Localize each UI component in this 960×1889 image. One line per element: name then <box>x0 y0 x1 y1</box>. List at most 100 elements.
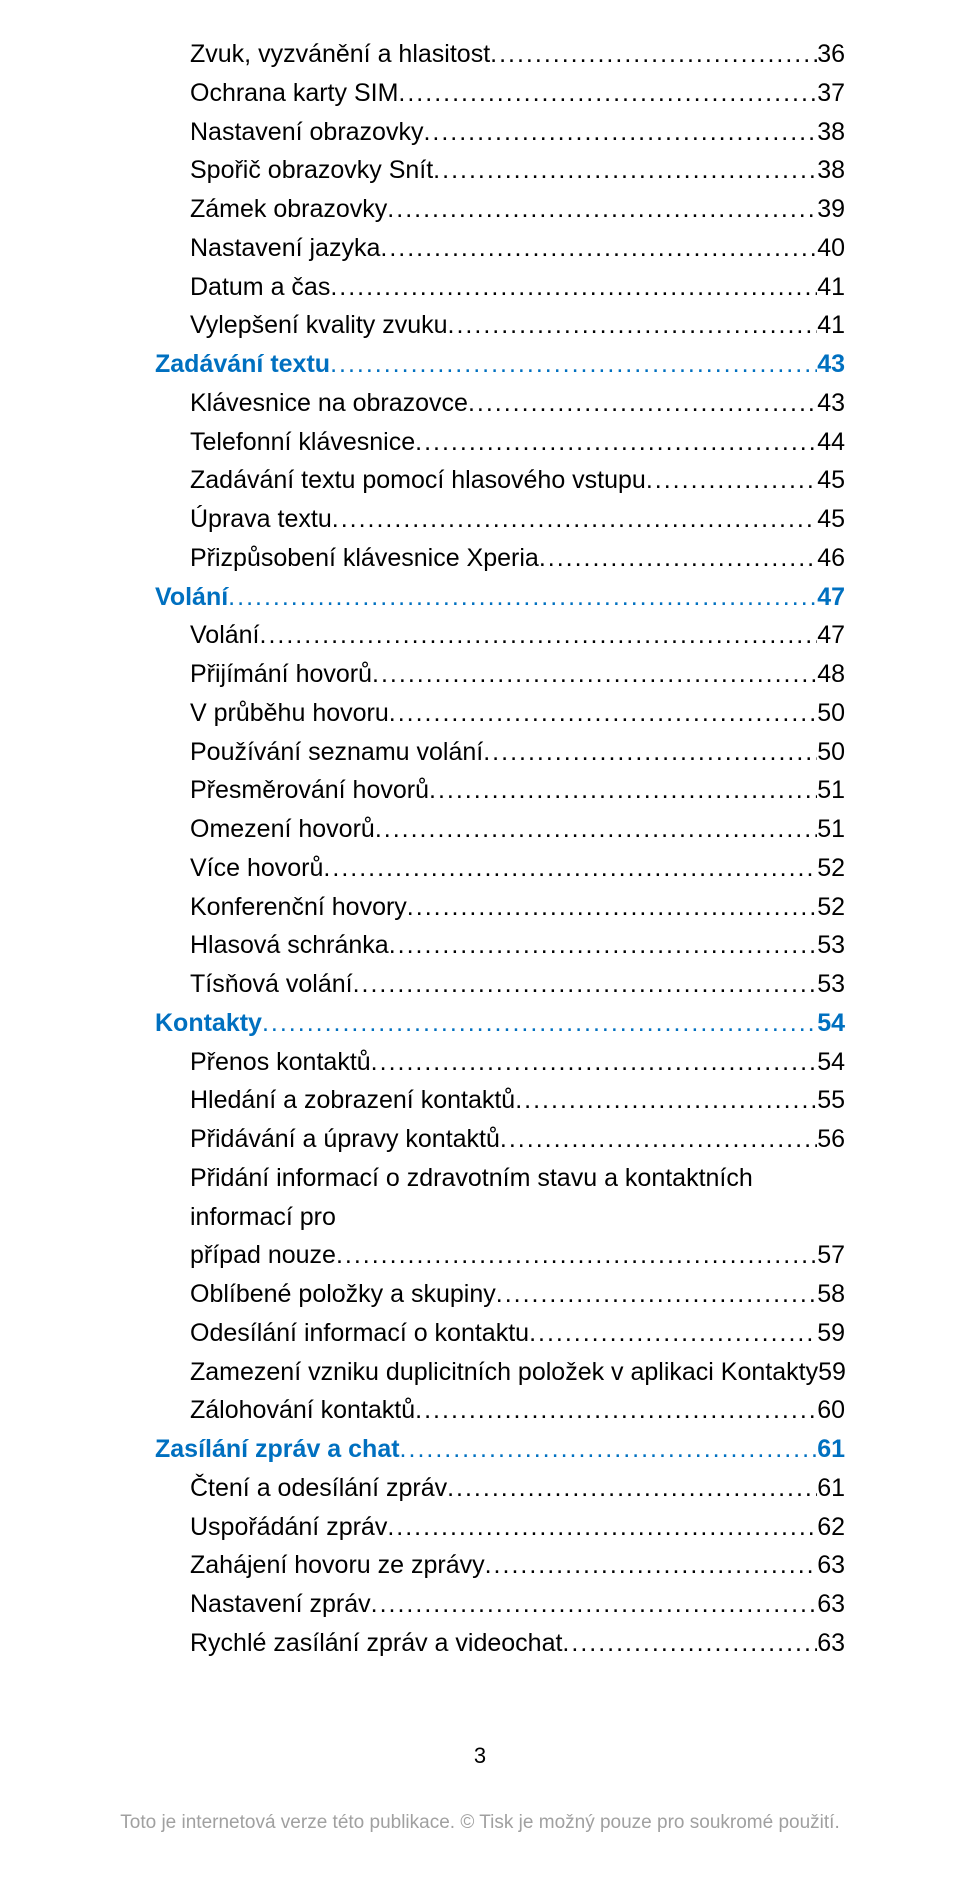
toc-entry[interactable]: Přizpůsobení klávesnice Xperia..........… <box>190 539 845 578</box>
toc-page-number: 63 <box>817 1585 845 1624</box>
toc-label: Zahájení hovoru ze zprávy <box>190 1546 485 1585</box>
toc-entry[interactable]: Ochrana karty SIM.......................… <box>190 74 845 113</box>
toc-leader-dots: ........................................… <box>260 616 818 655</box>
toc-entry[interactable]: Tísňová volání..........................… <box>190 965 845 1004</box>
toc-label: Zvuk, vyzvánění a hlasitost <box>190 35 490 74</box>
toc-leader-dots: ........................................… <box>490 35 817 74</box>
toc-label: Zadávání textu <box>155 345 330 384</box>
toc-page-number: 53 <box>817 965 845 1004</box>
toc-label: Nastavení obrazovky <box>190 113 423 152</box>
toc-entry[interactable]: Zvuk, vyzvánění a hlasitost.............… <box>190 35 845 74</box>
toc-leader-dots: ........................................… <box>483 733 817 772</box>
toc-entry[interactable]: Datum a čas.............................… <box>190 268 845 307</box>
toc-page-number: 37 <box>817 74 845 113</box>
toc-label: Volání <box>155 578 228 617</box>
toc-leader-dots: ........................................… <box>515 1081 817 1120</box>
toc-page-number: 51 <box>817 810 845 849</box>
toc-label: Více hovorů <box>190 849 323 888</box>
toc-entry[interactable]: Oblíbené položky a skupiny..............… <box>190 1275 845 1314</box>
toc-entry[interactable]: Více hovorů.............................… <box>190 849 845 888</box>
toc-entry[interactable]: Vylepšení kvality zvuku.................… <box>190 306 845 345</box>
toc-entry[interactable]: Zamezení vzniku duplicitních položek v a… <box>190 1353 845 1392</box>
toc-page-number: 58 <box>817 1275 845 1314</box>
toc-label: Tísňová volání <box>190 965 353 1004</box>
toc-leader-dots: ........................................… <box>387 1508 817 1547</box>
toc-label: Zálohování kontaktů <box>190 1391 415 1430</box>
toc-leader-dots: ........................................… <box>228 578 817 617</box>
toc-label: Zámek obrazovky <box>190 190 387 229</box>
toc-entry[interactable]: Zámek obrazovky.........................… <box>190 190 845 229</box>
toc-page-number: 50 <box>817 694 845 733</box>
toc-page-number: 41 <box>817 268 845 307</box>
toc-label: Rychlé zasílání zpráv a videochat <box>190 1624 562 1663</box>
toc-leader-dots: ........................................… <box>447 1469 817 1508</box>
toc-entry[interactable]: Telefonní klávesnice....................… <box>190 423 845 462</box>
toc-entry[interactable]: Hlasová schránka........................… <box>190 926 845 965</box>
toc-page-number: 52 <box>817 888 845 927</box>
toc-leader-dots: ........................................… <box>448 306 818 345</box>
toc-label: Přijímání hovorů <box>190 655 372 694</box>
toc-entry[interactable]: Nastavení obrazovky.....................… <box>190 113 845 152</box>
toc-leader-dots: ........................................… <box>371 1585 818 1624</box>
toc-entry[interactable]: Nastavení jazyka........................… <box>190 229 845 268</box>
toc-label: Zadávání textu pomocí hlasového vstupu <box>190 461 646 500</box>
toc-section-entry[interactable]: Zadávání textu..........................… <box>155 345 845 384</box>
toc-leader-dots: ........................................… <box>500 1120 817 1159</box>
document-page: Zvuk, vyzvánění a hlasitost.............… <box>0 0 960 1889</box>
toc-page-number: 47 <box>817 578 845 617</box>
toc-entry-multiline[interactable]: Přidání informací o zdravotním stavu a k… <box>190 1159 845 1275</box>
toc-entry[interactable]: V průběhu hovoru........................… <box>190 694 845 733</box>
toc-entry[interactable]: Odesílání informací o kontaktu..........… <box>190 1314 845 1353</box>
toc-section-entry[interactable]: Zasílání zpráv a chat...................… <box>155 1430 845 1469</box>
toc-page-number: 61 <box>817 1469 845 1508</box>
toc-entry[interactable]: Konferenční hovory......................… <box>190 888 845 927</box>
toc-label: Čtení a odesílání zpráv <box>190 1469 447 1508</box>
toc-page-number: 63 <box>817 1546 845 1585</box>
toc-entry[interactable]: Přesměrování hovorů.....................… <box>190 771 845 810</box>
toc-label-line1: Přidání informací o zdravotním stavu a k… <box>190 1159 845 1237</box>
toc-leader-dots: ........................................… <box>372 655 817 694</box>
toc-label: Hlasová schránka <box>190 926 389 965</box>
toc-leader-dots: ........................................… <box>407 888 817 927</box>
toc-entry[interactable]: Rychlé zasílání zpráv a videochat.......… <box>190 1624 845 1663</box>
toc-leader-dots: ........................................… <box>562 1624 817 1663</box>
toc-entry[interactable]: Přijímání hovorů........................… <box>190 655 845 694</box>
toc-entry[interactable]: Nastavení zpráv.........................… <box>190 1585 845 1624</box>
toc-entry[interactable]: Zálohování kontaktů.....................… <box>190 1391 845 1430</box>
toc-label: Přesměrování hovorů <box>190 771 429 810</box>
toc-label: Ochrana karty SIM <box>190 74 398 113</box>
toc-page-number: 59 <box>818 1353 845 1392</box>
toc-label: Přidávání a úpravy kontaktů <box>190 1120 500 1159</box>
toc-page-number: 38 <box>817 113 845 152</box>
toc-page-number: 63 <box>817 1624 845 1663</box>
toc-section-entry[interactable]: Volání..................................… <box>155 578 845 617</box>
toc-entry[interactable]: Uspořádání zpráv........................… <box>190 1508 845 1547</box>
toc-entry[interactable]: Přidávání a úpravy kontaktů.............… <box>190 1120 845 1159</box>
toc-entry[interactable]: Čtení a odesílání zpráv.................… <box>190 1469 845 1508</box>
toc-page-number: 57 <box>817 1236 845 1275</box>
toc-label: Odesílání informací o kontaktu <box>190 1314 529 1353</box>
toc-leader-dots: ........................................… <box>262 1004 817 1043</box>
toc-entry[interactable]: Hledání a zobrazení kontaktů............… <box>190 1081 845 1120</box>
toc-leader-dots: ........................................… <box>485 1546 818 1585</box>
toc-label: Volání <box>190 616 260 655</box>
toc-page-number: 41 <box>817 306 845 345</box>
toc-entry[interactable]: Zadávání textu pomocí hlasového vstupu..… <box>190 461 845 500</box>
toc-label-line2: případ nouze <box>190 1236 336 1275</box>
toc-label: V průběhu hovoru <box>190 694 389 733</box>
toc-entry[interactable]: Přenos kontaktů.........................… <box>190 1043 845 1082</box>
toc-page-number: 55 <box>817 1081 845 1120</box>
toc-leader-dots: ........................................… <box>433 151 817 190</box>
toc-entry[interactable]: Klávesnice na obrazovce.................… <box>190 384 845 423</box>
toc-page-number: 40 <box>817 229 845 268</box>
toc-entry[interactable]: Úprava textu............................… <box>190 500 845 539</box>
toc-section-entry[interactable]: Kontakty................................… <box>155 1004 845 1043</box>
toc-entry[interactable]: Volání..................................… <box>190 616 845 655</box>
toc-label: Hledání a zobrazení kontaktů <box>190 1081 515 1120</box>
toc-entry[interactable]: Používání seznamu volání................… <box>190 733 845 772</box>
toc-leader-dots: ........................................… <box>415 1391 817 1430</box>
toc-entry[interactable]: Zahájení hovoru ze zprávy...............… <box>190 1546 845 1585</box>
toc-entry[interactable]: Omezení hovorů..........................… <box>190 810 845 849</box>
toc-leader-dots: ........................................… <box>330 345 817 384</box>
toc-entry[interactable]: Spořič obrazovky Snít...................… <box>190 151 845 190</box>
